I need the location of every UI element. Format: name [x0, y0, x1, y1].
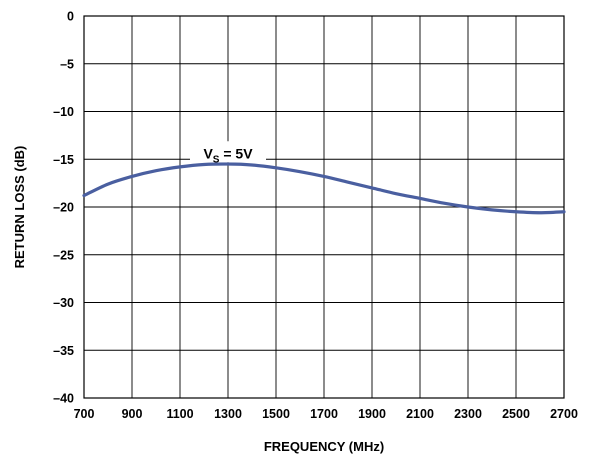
y-tick-label: –40	[53, 392, 74, 406]
y-tick-label: –10	[53, 105, 74, 119]
annotation-subscript: S	[213, 154, 220, 165]
y-tick-labels: 0 –5 –10 –15 –20 –25 –30 –35 –40	[53, 10, 74, 406]
y-tick-label: –5	[60, 57, 74, 71]
y-tick-label: –15	[53, 153, 74, 167]
x-tick-label: 1100	[166, 407, 193, 421]
plot-frame	[83, 15, 565, 399]
y-tick-label: –20	[53, 201, 74, 215]
y-tick-label: –35	[53, 344, 74, 358]
x-tick-label: 1500	[262, 407, 290, 421]
x-tick-label: 2700	[550, 407, 578, 421]
series-annotation: VS = 5V	[203, 145, 253, 165]
y-tick-label: –25	[53, 248, 74, 262]
x-tick-label: 1300	[214, 407, 242, 421]
x-axis-label: FREQUENCY (MHz)	[264, 439, 384, 454]
series-layer	[82, 162, 566, 215]
x-tick-labels: 700 900 1100 1300 1500 1700 1900 2100 2300 2500 27…	[74, 407, 578, 421]
x-tick-label: 2100	[406, 407, 434, 421]
annotation-background	[190, 141, 266, 163]
x-tick-label: 700	[74, 407, 95, 421]
x-tick-label: 1700	[310, 407, 338, 421]
x-tick-label: 900	[122, 407, 143, 421]
x-tick-label: 1900	[358, 407, 386, 421]
y-tick-label: 0	[67, 10, 74, 24]
annotation-main: V	[203, 145, 213, 161]
x-tick-label: 2300	[454, 407, 482, 421]
y-tick-label: –30	[53, 296, 74, 310]
y-axis-label: RETURN LOSS (dB)	[12, 146, 27, 269]
x-tick-label: 2500	[502, 407, 530, 421]
annotation-rest: = 5V	[219, 145, 253, 161]
series-line	[82, 162, 566, 215]
curve-annotation: VS = 5V	[190, 141, 266, 165]
grid	[83, 15, 565, 399]
